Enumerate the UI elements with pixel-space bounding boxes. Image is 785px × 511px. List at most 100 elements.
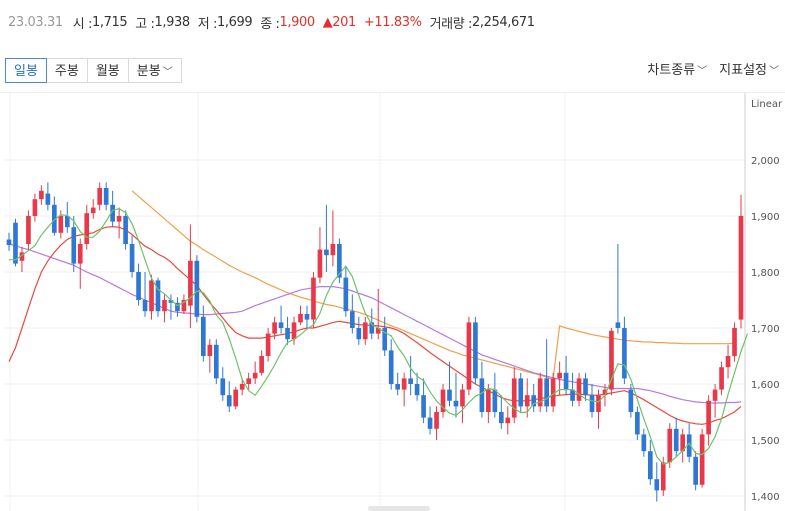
tab-monthly-label: 월봉 xyxy=(95,64,120,79)
candle-body-up xyxy=(26,216,31,244)
candle-body-down xyxy=(64,216,70,228)
candle-body-down xyxy=(647,451,653,480)
candle-body-down xyxy=(324,249,329,256)
candle-body-down xyxy=(563,372,569,390)
candle-body-down xyxy=(123,216,128,244)
candle-body-down xyxy=(686,434,692,457)
candle-body-down xyxy=(142,300,148,312)
y-tick-label: 1,900 xyxy=(751,212,780,223)
candle-body-down xyxy=(103,188,109,205)
candle-body-down xyxy=(175,302,180,312)
candle-body-up xyxy=(596,395,601,412)
tab-daily-label: 일봉 xyxy=(14,64,38,79)
ma20-line xyxy=(8,225,742,425)
tab-weekly[interactable]: 주봉 xyxy=(45,58,88,83)
candle-body-up xyxy=(738,216,744,320)
indicator-settings-menu[interactable]: 지표설정 ﹀ xyxy=(713,58,785,83)
candle-body-up xyxy=(576,378,582,401)
candle-body-down xyxy=(479,378,485,412)
candle-body-down xyxy=(369,322,375,334)
candle-body-up xyxy=(259,356,264,373)
y-tick-label: 1,500 xyxy=(751,436,780,447)
candle-body-up xyxy=(434,412,439,429)
candle-body-up xyxy=(440,389,446,412)
high-label: 고 : xyxy=(135,16,155,32)
open-price: 1,715 xyxy=(91,14,128,30)
candle-body-up xyxy=(162,300,167,312)
candle-body-down xyxy=(155,280,161,312)
ma60-line xyxy=(8,243,742,404)
candle-body-up xyxy=(188,260,193,306)
candle-body-up xyxy=(362,322,368,340)
candle-body-down xyxy=(129,244,135,272)
candle-body-down xyxy=(45,193,51,205)
candle-body-down xyxy=(570,389,575,401)
tab-minute[interactable]: 분봉 ﹀ xyxy=(127,58,182,83)
candle-body-up xyxy=(298,314,303,323)
period-tabs: 일봉 주봉 월봉 분봉 ﹀ xyxy=(5,58,182,83)
candle-body-up xyxy=(706,400,711,435)
candle-body-up xyxy=(602,389,608,396)
candle-body-down xyxy=(388,350,394,384)
candle-body-down xyxy=(654,479,660,491)
chevron-down-icon: ﹀ xyxy=(162,67,173,78)
close-label: 종 : xyxy=(260,16,280,32)
tab-weekly-label: 주봉 xyxy=(54,64,79,79)
candle-body-up xyxy=(149,280,154,312)
candle-body-up xyxy=(375,328,381,334)
candle-body-down xyxy=(226,395,232,407)
candle-body-down xyxy=(13,222,18,264)
open-label: 시 : xyxy=(72,16,93,32)
candlestick-chart[interactable]: 2,000 1,900 1,800 1,700 1,600 1,500 1,400 Linea… xyxy=(0,93,785,511)
candle-body-down xyxy=(136,272,141,300)
candle-body-down xyxy=(408,378,413,384)
candle-body-up xyxy=(725,356,731,368)
candle-body-up xyxy=(719,367,724,390)
tab-monthly[interactable]: 월봉 xyxy=(86,58,129,83)
candle-body-up xyxy=(116,216,122,222)
y-tick-label: 1,800 xyxy=(751,268,780,279)
chevron-down-icon: ﹀ xyxy=(769,66,779,77)
tab-daily[interactable]: 일봉 xyxy=(5,58,47,83)
candle-body-up xyxy=(466,322,472,390)
candle-body-down xyxy=(447,389,452,401)
candle-body-up xyxy=(233,389,239,407)
candle-body-up xyxy=(609,330,614,390)
candle-body-down xyxy=(427,417,433,429)
price-info-bar: 23.03.31 시 : 1,715 고 : 1,938 저 : 1,699 종… xyxy=(0,0,785,44)
y-tick-label: 1,600 xyxy=(751,380,780,391)
candle-body-up xyxy=(97,188,103,205)
indicator-settings-label: 지표설정 xyxy=(719,63,767,78)
candle-body-down xyxy=(473,322,478,379)
candle-body-down xyxy=(52,204,57,233)
high-price: 1,938 xyxy=(154,14,190,30)
chart-type-menu[interactable]: 차트종류 ﹀ xyxy=(641,58,713,83)
candle-body-up xyxy=(330,244,336,256)
candle-body-down xyxy=(356,328,362,340)
candle-body-up xyxy=(660,462,666,491)
chart-toolbar: 일봉 주봉 월봉 분봉 ﹀ 차트종류 ﹀ 지표설정 ﹀ xyxy=(0,56,785,87)
candle-body-up xyxy=(77,244,83,264)
candle-body-up xyxy=(19,252,25,261)
candle-body-up xyxy=(550,378,556,407)
candle-body-up xyxy=(265,333,271,356)
low-label: 저 : xyxy=(197,16,218,32)
candle-body-up xyxy=(537,378,543,407)
candle-body-up xyxy=(680,434,686,452)
candle-body-up xyxy=(272,322,277,334)
candle-body-down xyxy=(110,204,115,222)
candle-body-up xyxy=(207,344,213,356)
volume-value: 2,254,671 xyxy=(472,14,535,30)
candle-body-down xyxy=(421,395,426,418)
chart-scrollbar[interactable] xyxy=(368,506,430,511)
ma120-line xyxy=(131,190,735,381)
candle-body-down xyxy=(343,277,349,312)
candle-body-down xyxy=(201,316,206,356)
candle-body-down xyxy=(492,389,498,412)
scale-label: Linear xyxy=(751,99,783,110)
candle-body-down xyxy=(544,378,549,407)
candle-body-up xyxy=(252,372,258,379)
candle-body-up xyxy=(90,207,96,214)
candle-body-up xyxy=(460,389,465,407)
chart-type-label: 차트종류 xyxy=(647,63,696,78)
